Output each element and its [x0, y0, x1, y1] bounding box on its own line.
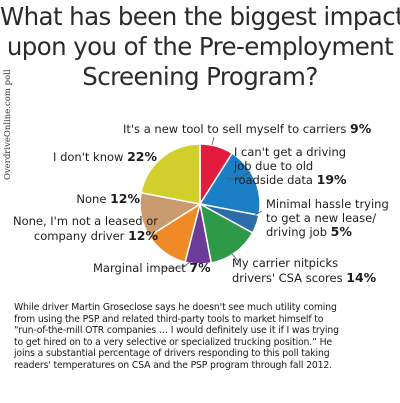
- slice-label-none: None 12%: [60, 192, 140, 207]
- slice-label-text: My carrier nitpicks: [232, 256, 339, 270]
- slice-value-label: 12%: [110, 191, 140, 206]
- chart-title-line: Screening Program?: [82, 62, 318, 91]
- caption-line: “run-of-the-mill OTR companies … I would…: [14, 325, 339, 337]
- caption-line: to get hired on to a very selective or s…: [14, 336, 332, 348]
- slice-label-text: job due to old: [234, 158, 314, 173]
- pie-slice-csa-scores: [198, 202, 254, 264]
- slice-value-label: 14%: [346, 269, 377, 285]
- slice-value-label: 5%: [330, 224, 352, 239]
- chart-title-line: What has been the biggest impact: [0, 2, 400, 31]
- slice-label-csa-scores: My carrier nitpicks drivers' CSA scores …: [232, 256, 377, 285]
- pie-slice-roadside-data: [198, 152, 261, 217]
- slice-label-text: company driver: [33, 228, 125, 243]
- leader-line: [231, 253, 239, 262]
- slice-label-text: None: [76, 192, 107, 206]
- slice-value-label: 19%: [316, 172, 347, 187]
- slice-label-text: roadside data: [234, 173, 313, 187]
- slice-label-roadside-data: I can't get a driving job due to old roa…: [234, 145, 347, 188]
- slice-label-tool-to-sell: It's a new tool to sell myself to carrie…: [123, 122, 371, 137]
- slice-label-text: Minimal hassle trying: [266, 197, 389, 211]
- pie-slice-dont-know: [140, 143, 201, 205]
- slice-label-minimal-hassle: Minimal hassle trying to get a new lease…: [266, 197, 389, 240]
- caption-line: While driver Martin Groseclose says he d…: [14, 302, 337, 313]
- leader-lines: [162, 136, 263, 269]
- caption-line: readers' temperatures on CSA and the PSP…: [14, 359, 332, 371]
- slice-value-label: 7%: [189, 260, 211, 275]
- leader-line: [211, 136, 215, 146]
- pie-slices: [139, 143, 261, 265]
- slice-value-label: 12%: [128, 227, 158, 243]
- slice-value-label: 22%: [127, 149, 157, 164]
- caption-line: from using the PSP and related third-par…: [14, 313, 324, 325]
- leader-line: [162, 261, 191, 269]
- chart-title: What has been the biggest impact upon yo…: [0, 2, 400, 92]
- article-caption: While driver Martin Groseclose says he d…: [14, 302, 398, 372]
- slice-label-text: I can't get a driving: [234, 145, 347, 159]
- chart-title-line: upon you of the Pre-employment: [6, 32, 394, 61]
- slice-label-text: drivers' CSA scores: [232, 270, 343, 285]
- slice-label-text: driving job: [266, 225, 327, 239]
- slice-value-label: 9%: [350, 121, 372, 136]
- slice-label-dont-know: I don't know 22%: [30, 150, 157, 165]
- caption-line: joins a substantial percentage of driver…: [14, 348, 330, 360]
- slice-label-text: to get a new lease/: [266, 210, 377, 225]
- slice-label-not-leased: None, I'm not a leased or company driver…: [10, 214, 158, 243]
- slice-label-text: It's a new tool to sell myself to carrie…: [123, 122, 347, 136]
- slice-label-marginal-impact: Marginal impact 7%: [93, 261, 211, 276]
- slice-label-text: Marginal impact: [93, 261, 186, 275]
- leader-line: [254, 210, 263, 216]
- slice-label-text: None, I'm not a leased or: [12, 214, 158, 228]
- leader-line: [225, 171, 251, 181]
- slice-label-text: I don't know: [53, 150, 124, 164]
